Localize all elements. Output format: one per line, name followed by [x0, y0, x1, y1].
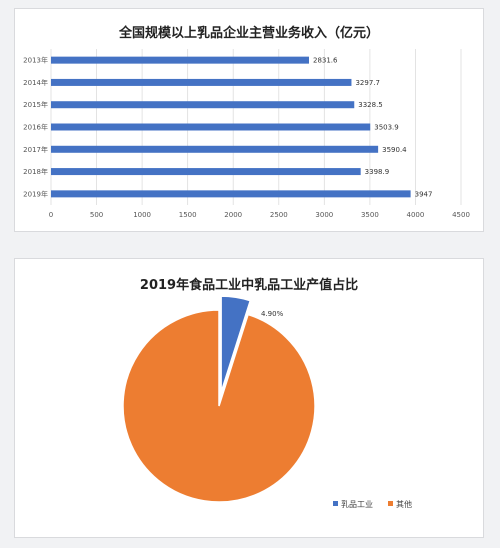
pie-data-label: 4.90% — [261, 310, 284, 318]
bar-x-tick-label: 1500 — [179, 211, 197, 219]
legend-label-dairy: 乳品工业 — [341, 499, 373, 509]
bar-category-label: 2014年 — [23, 78, 48, 87]
bar-category-label: 2019年 — [23, 189, 48, 198]
legend-swatch-other — [388, 501, 393, 506]
bar-x-tick-label: 3000 — [315, 211, 333, 219]
bar-x-axis-ticks: 0 500 1000 1500 2000 2500 3000 3500 4000 4500 — [49, 211, 470, 219]
bar-category-labels: 2013年 2014年 2015年 2016年 2017年 2018年 2019年 — [23, 56, 48, 199]
pie-slice-dairy — [220, 295, 252, 393]
bar-series — [51, 56, 411, 198]
bar-value-label: 3398.9 — [365, 168, 390, 176]
bar-chart: 全国规模以上乳品企业主营业务收入（亿元） 2013年 2014年 2015年 2016… — [23, 25, 470, 219]
bar-category-label: 2017年 — [23, 145, 48, 154]
bar-x-tick-label: 2000 — [224, 211, 242, 219]
bar-x-tick-label: 4500 — [452, 211, 470, 219]
bar-value-label: 3297.7 — [355, 79, 380, 87]
bar-value-label: 3590.4 — [382, 146, 407, 154]
bar-chart-title: 全国规模以上乳品企业主营业务收入（亿元） — [118, 25, 379, 41]
pie-legend: 乳品工业 其他 — [333, 499, 412, 509]
pie-chart-panel: 2019年食品工业中乳品工业产值占比 4.90% 乳品工业 其他 — [14, 258, 484, 538]
bar-x-tick-label: 4000 — [407, 211, 425, 219]
bar — [51, 101, 355, 109]
bar — [51, 168, 361, 176]
bar — [51, 145, 379, 153]
bar-x-tick-label: 500 — [90, 211, 103, 219]
bar-x-tick-label: 1000 — [133, 211, 151, 219]
legend-label-other: 其他 — [396, 499, 412, 509]
bar-category-label: 2013年 — [23, 56, 48, 65]
bar — [51, 190, 411, 198]
pie-chart: 2019年食品工业中乳品工业产值占比 4.90% 乳品工业 其他 — [122, 277, 412, 509]
bar-value-label: 3947 — [415, 190, 433, 198]
bar-value-labels: 2831.6 3297.7 3328.5 3503.9 3590.4 3398.9 3947 — [313, 57, 432, 199]
bar-category-label: 2015年 — [23, 100, 48, 109]
bar-x-tick-label: 3500 — [361, 211, 379, 219]
bar — [51, 56, 309, 64]
bar-value-label: 2831.6 — [313, 57, 338, 65]
bar-x-tick-label: 0 — [49, 211, 53, 219]
legend-swatch-dairy — [333, 501, 338, 506]
bar-value-label: 3503.9 — [374, 124, 399, 132]
pie-chart-title: 2019年食品工业中乳品工业产值占比 — [140, 277, 358, 293]
bar — [51, 123, 371, 131]
bar-chart-panel: 全国规模以上乳品企业主营业务收入（亿元） 2013年 2014年 2015年 2016… — [14, 8, 484, 232]
bar-x-tick-label: 2500 — [270, 211, 288, 219]
bar-value-label: 3328.5 — [358, 101, 383, 109]
bar — [51, 78, 352, 86]
bar-category-label: 2016年 — [23, 123, 48, 132]
pie-slices — [122, 295, 316, 503]
bar-category-label: 2018年 — [23, 167, 48, 176]
pie-slice-other — [122, 309, 316, 503]
